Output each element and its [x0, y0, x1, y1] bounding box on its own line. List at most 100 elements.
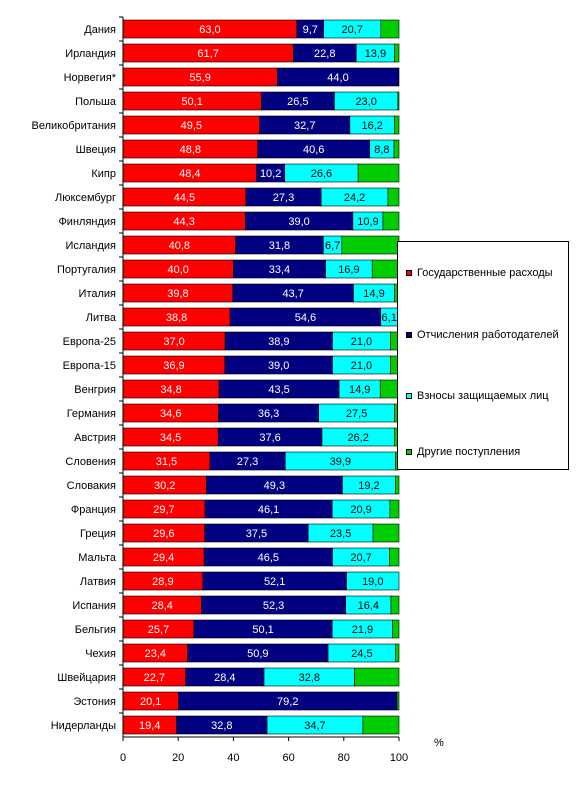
data-label: 28,4	[214, 672, 235, 684]
data-label: 34,8	[160, 384, 181, 396]
data-label: 20,1	[140, 696, 161, 708]
bar-segment-другие-поступления	[396, 691, 400, 711]
data-label: 26,2	[347, 432, 368, 444]
x-tick-label: 40	[227, 752, 239, 764]
data-label: 36,3	[258, 408, 279, 420]
category-label: Финляндия	[58, 216, 116, 228]
data-label: 31,8	[269, 240, 290, 252]
data-label: 20,9	[350, 504, 371, 516]
data-label: 49,3	[264, 480, 285, 492]
category-label: Литва	[86, 312, 117, 324]
category-label: Германия	[67, 408, 116, 420]
data-label: 10,2	[260, 168, 281, 180]
data-label: 10,9	[357, 216, 378, 228]
bar-segment-другие-поступления	[392, 619, 400, 639]
bar-segment-другие-поступления	[389, 547, 400, 567]
bar-segment-другие-поступления	[395, 475, 400, 495]
data-label: 48,8	[180, 144, 201, 156]
data-label: 16,9	[338, 264, 359, 276]
category-label: Испания	[72, 600, 116, 612]
data-label: 34,5	[160, 432, 181, 444]
data-label: 22,7	[144, 672, 165, 684]
bar-segment-другие-поступления	[372, 523, 400, 543]
bar-segment-другие-поступления	[387, 187, 400, 207]
data-label: 22,8	[314, 48, 335, 60]
data-label: 29,6	[153, 528, 174, 540]
data-label: 40,8	[169, 240, 190, 252]
unit-label: %	[434, 737, 444, 749]
data-label: 44,5	[174, 192, 195, 204]
data-label: 50,1	[181, 96, 202, 108]
bar-segment-взносы-защищаемых-лиц	[346, 571, 400, 591]
plot-area: Дания 63,0 9,7 20,7 Ирландия 61,7 22,8 13,9 Норв…	[32, 16, 408, 764]
legend: Государственные расходы Отчисления работ…	[397, 241, 569, 470]
data-label: 31,5	[156, 456, 177, 468]
data-label: 24,2	[344, 192, 365, 204]
category-label: Люксембург	[55, 192, 116, 204]
data-label: 39,0	[268, 360, 289, 372]
bar-segment-другие-поступления	[395, 643, 400, 663]
category-label: Европа-15	[63, 360, 116, 372]
data-label: 49,5	[181, 120, 202, 132]
legend-swatch-insured	[406, 393, 412, 399]
data-label: 29,7	[153, 504, 174, 516]
data-label: 20,7	[342, 24, 363, 36]
data-label: 20,7	[350, 552, 371, 564]
legend-swatch-employers	[406, 332, 412, 338]
data-label: 23,0	[355, 96, 376, 108]
data-label: 79,2	[277, 696, 298, 708]
data-label: 21,0	[351, 336, 372, 348]
data-label: 48,4	[179, 168, 200, 180]
data-label: 32,8	[299, 672, 320, 684]
bar-segment-другие-поступления	[394, 43, 400, 63]
legend-label-insured: Взносы защищаемых лиц	[417, 390, 549, 402]
data-label: 19,4	[139, 720, 160, 732]
data-label: 14,9	[363, 288, 384, 300]
bar-segment-другие-поступления	[397, 91, 400, 111]
data-label: 21,0	[351, 360, 372, 372]
legend-label-employers: Отчисления работодателей	[417, 329, 559, 341]
data-label: 19,2	[358, 480, 379, 492]
bar-segment-другие-поступления	[393, 139, 400, 159]
x-tick-label: 20	[172, 752, 184, 764]
data-label: 44,3	[173, 216, 194, 228]
data-label: 26,6	[311, 168, 332, 180]
data-label: 27,3	[237, 456, 258, 468]
data-label: 34,7	[304, 720, 325, 732]
data-label: 28,9	[152, 576, 173, 588]
data-label: 14,9	[349, 384, 370, 396]
data-label: 46,1	[258, 504, 279, 516]
data-label: 50,1	[252, 624, 273, 636]
category-label: Нидерланды	[51, 720, 116, 732]
category-label: Мальта	[78, 552, 117, 564]
category-label: Исландия	[65, 240, 116, 252]
data-label: 33,4	[269, 264, 290, 276]
data-label: 32,8	[211, 720, 232, 732]
bar-segment-другие-поступления	[390, 595, 400, 615]
data-label: 40,0	[167, 264, 188, 276]
data-label: 55,9	[189, 72, 210, 84]
legend-swatch-state	[406, 270, 412, 276]
data-label: 37,6	[259, 432, 280, 444]
data-label: 52,3	[263, 600, 284, 612]
data-label: 19,0	[362, 576, 383, 588]
data-label: 27,3	[273, 192, 294, 204]
data-label: 43,5	[268, 384, 289, 396]
bar-segment-другие-поступления	[389, 499, 400, 519]
data-label: 37,0	[163, 336, 184, 348]
data-label: 40,6	[303, 144, 324, 156]
data-label: 39,0	[288, 216, 309, 228]
data-label: 37,5	[246, 528, 267, 540]
category-label: Великобритания	[32, 120, 117, 132]
data-label: 34,6	[160, 408, 181, 420]
category-label: Франция	[71, 504, 116, 516]
data-label: 28,4	[151, 600, 172, 612]
data-label: 50,9	[247, 648, 268, 660]
category-label: Бельгия	[75, 624, 116, 636]
category-label: Чехия	[85, 648, 116, 660]
data-label: 39,9	[330, 456, 351, 468]
category-label: Португалия	[57, 264, 116, 276]
data-label: 36,9	[163, 360, 184, 372]
x-tick-label: 0	[120, 752, 126, 764]
